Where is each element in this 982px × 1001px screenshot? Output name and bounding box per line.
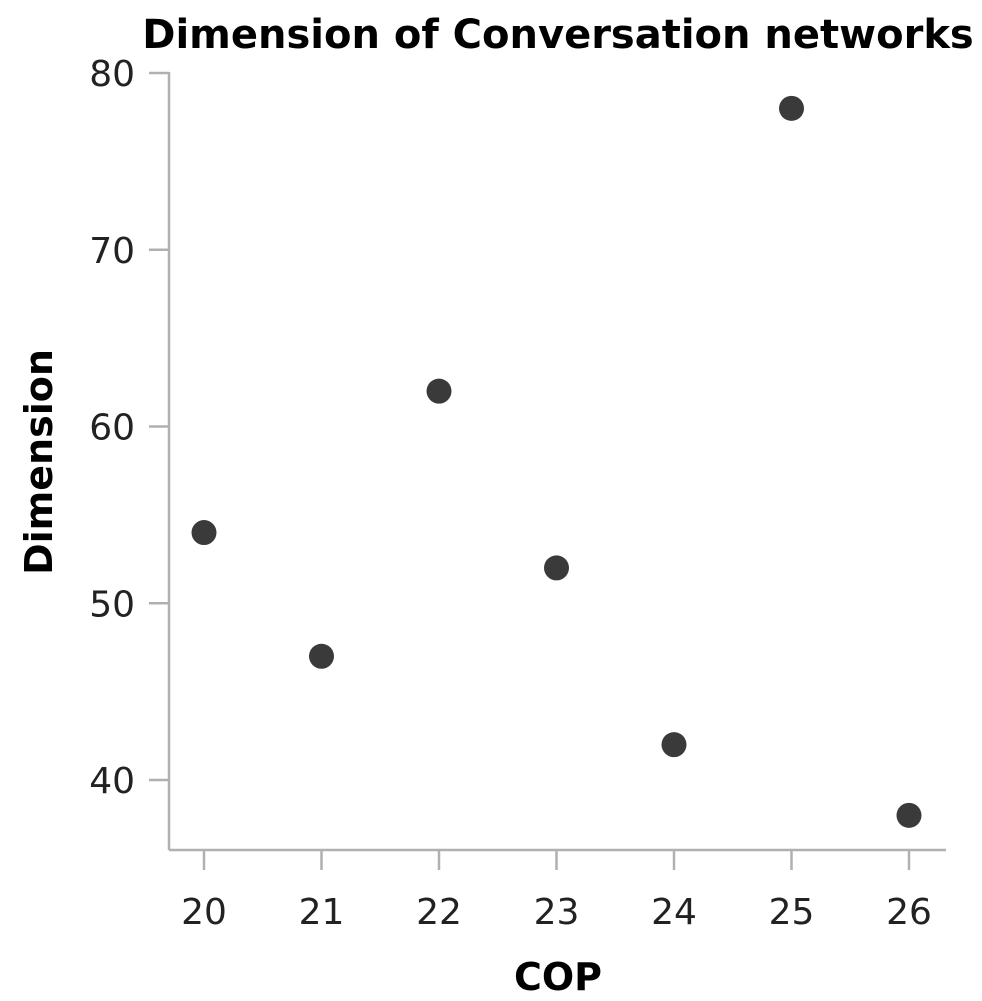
y-tick-label: 60: [89, 408, 135, 449]
data-point: [896, 802, 922, 828]
data-points: [191, 95, 922, 828]
y-axis-label: Dimension: [17, 349, 61, 575]
data-point: [544, 555, 569, 581]
y-tick-label: 70: [89, 231, 135, 272]
x-tick-label: 20: [181, 892, 227, 933]
data-point: [191, 520, 217, 546]
y-tick-label: 50: [89, 584, 135, 625]
chart-title: Dimension of Conversation networks: [142, 12, 973, 58]
x-tick-label: 22: [416, 892, 462, 933]
data-point: [309, 643, 334, 669]
data-point: [779, 95, 804, 121]
data-point: [661, 732, 687, 758]
x-tick-label: 24: [651, 892, 697, 933]
data-point: [426, 378, 452, 404]
x-tick-label: 25: [769, 892, 815, 933]
y-tick-label: 40: [89, 761, 135, 802]
x-tick-label: 21: [299, 892, 345, 933]
x-axis-label: COP: [514, 955, 602, 999]
y-axis: 40 50 60 70 80: [89, 54, 171, 850]
y-tick-label: 80: [89, 54, 135, 95]
x-tick-label: 23: [534, 892, 580, 933]
x-axis: 20 21 22 23 24 25 26: [169, 848, 946, 933]
x-tick-label: 26: [886, 892, 932, 933]
